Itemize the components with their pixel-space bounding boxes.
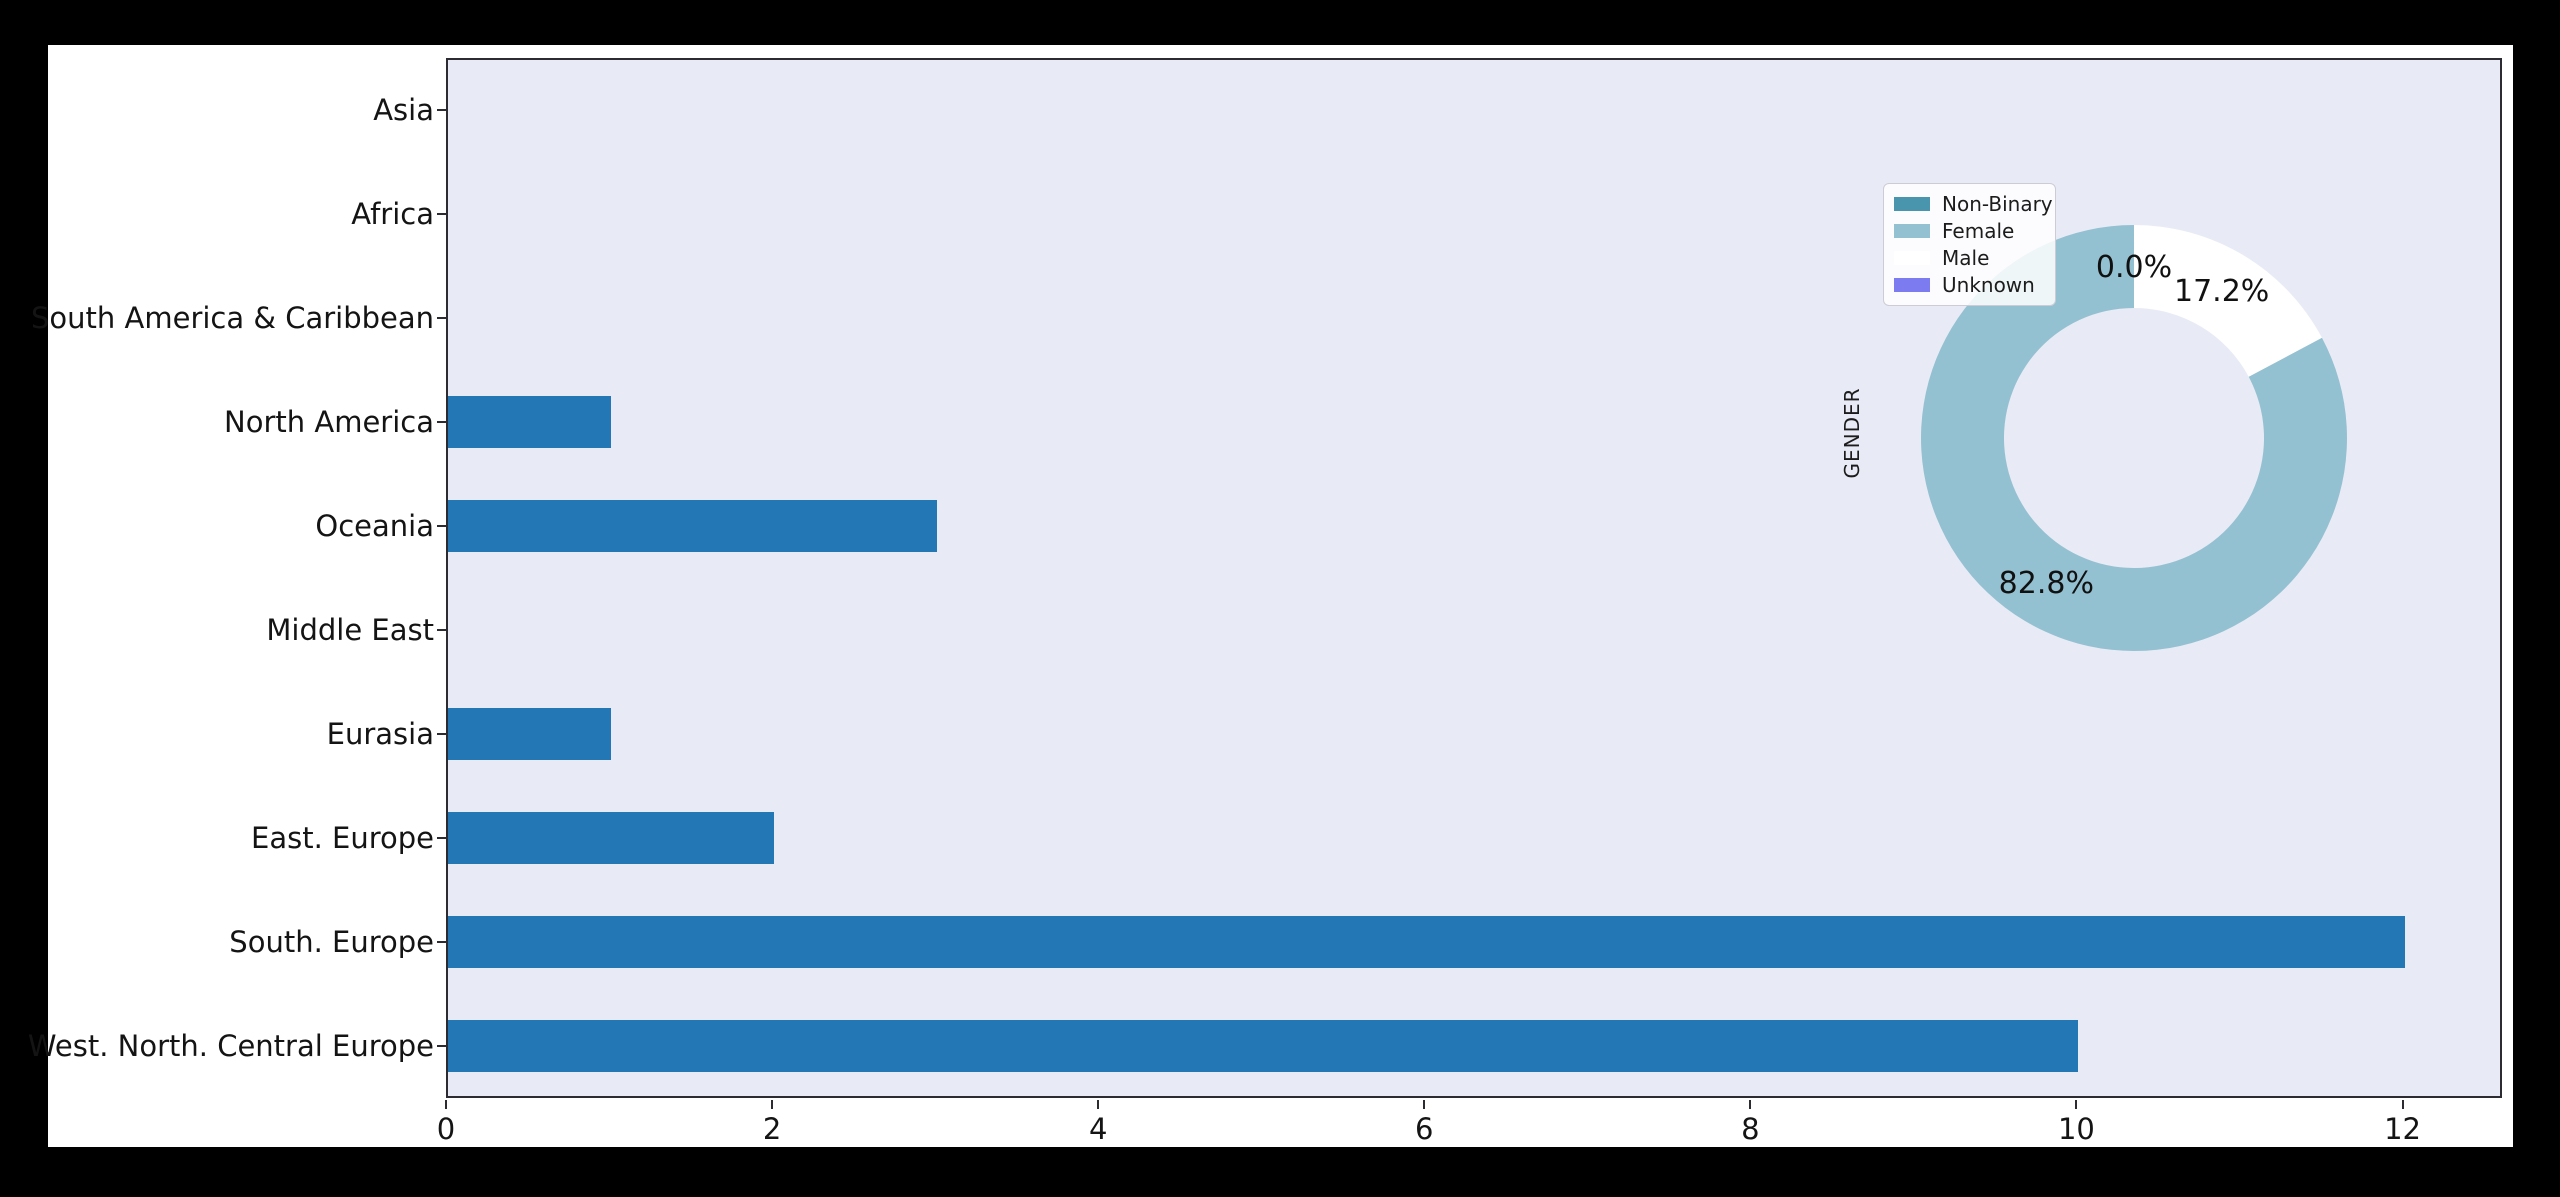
bar xyxy=(448,708,612,760)
xtick-mark xyxy=(1097,1100,1100,1109)
bar xyxy=(448,500,938,552)
ytick-mark xyxy=(437,525,446,527)
xtick-label: 0 xyxy=(436,1112,456,1146)
xtick-label: 8 xyxy=(1741,1112,1760,1146)
bar xyxy=(448,812,775,864)
legend-swatch xyxy=(1894,278,1930,292)
xtick-mark xyxy=(2075,1100,2078,1109)
ytick-mark xyxy=(437,213,446,215)
ytick-label: Eurasia xyxy=(326,717,434,751)
legend-item-label: Non-Binary xyxy=(1942,192,2053,216)
ytick-label: East. Europe xyxy=(251,821,434,855)
gender-donut-chart xyxy=(1921,225,2347,651)
ytick-label: Oceania xyxy=(315,509,434,543)
legend-item-label: Unknown xyxy=(1942,273,2035,297)
donut-pct-label: 0.0% xyxy=(2095,249,2173,285)
ytick-label: Asia xyxy=(373,93,434,127)
ytick-mark xyxy=(437,109,446,111)
legend-item-male: Male xyxy=(1894,247,2043,269)
ytick-mark xyxy=(437,629,446,631)
gender-legend: Non-Binary Female Male Unknown xyxy=(1883,183,2056,306)
ytick-label: South. Europe xyxy=(229,925,434,959)
donut-wedge-female xyxy=(1921,225,2347,651)
ytick-label: Africa xyxy=(351,197,434,231)
xtick-mark xyxy=(1423,1100,1426,1109)
ytick-mark xyxy=(437,317,446,319)
figure: Asia Africa South America & Caribbean North… xyxy=(28,45,2513,1147)
donut-pct-label: 82.8% xyxy=(1998,566,2094,602)
ytick-mark xyxy=(437,1045,446,1047)
xtick-mark xyxy=(771,1100,774,1109)
xtick-label: 12 xyxy=(2384,1112,2421,1146)
donut-pct-label: 17.2% xyxy=(2174,273,2270,309)
xtick-label: 6 xyxy=(1415,1112,1434,1146)
legend-swatch xyxy=(1894,251,1930,265)
ytick-mark xyxy=(437,837,446,839)
ytick-mark xyxy=(437,941,446,943)
bar xyxy=(448,1020,2079,1072)
gender-axis-title: GENDER xyxy=(1840,387,1864,479)
legend-item-non-binary: Non-Binary xyxy=(1894,193,2053,215)
legend-item-unknown: Unknown xyxy=(1894,274,2043,296)
xtick-label: 2 xyxy=(762,1112,782,1146)
ytick-label: North America xyxy=(224,405,434,439)
ytick-mark xyxy=(437,421,446,423)
xtick-mark xyxy=(445,1100,447,1109)
bar xyxy=(448,396,612,448)
legend-item-label: Male xyxy=(1942,246,1990,270)
ytick-mark xyxy=(437,733,446,735)
ytick-label: Middle East xyxy=(266,613,434,647)
legend-item-label: Female xyxy=(1942,219,2015,243)
xtick-label: 10 xyxy=(2057,1112,2095,1146)
legend-swatch xyxy=(1894,197,1930,211)
bar xyxy=(448,916,2405,968)
xtick-mark xyxy=(1749,1100,1752,1109)
legend-item-female: Female xyxy=(1894,220,2043,242)
legend-swatch xyxy=(1894,224,1930,238)
ytick-label: South America & Caribbean xyxy=(31,301,434,335)
donut-wedge-male xyxy=(2134,225,2322,377)
xtick-label: 4 xyxy=(1088,1112,1108,1146)
xtick-mark xyxy=(2401,1100,2404,1109)
ytick-label: West. North. Central Europe xyxy=(27,1029,434,1063)
